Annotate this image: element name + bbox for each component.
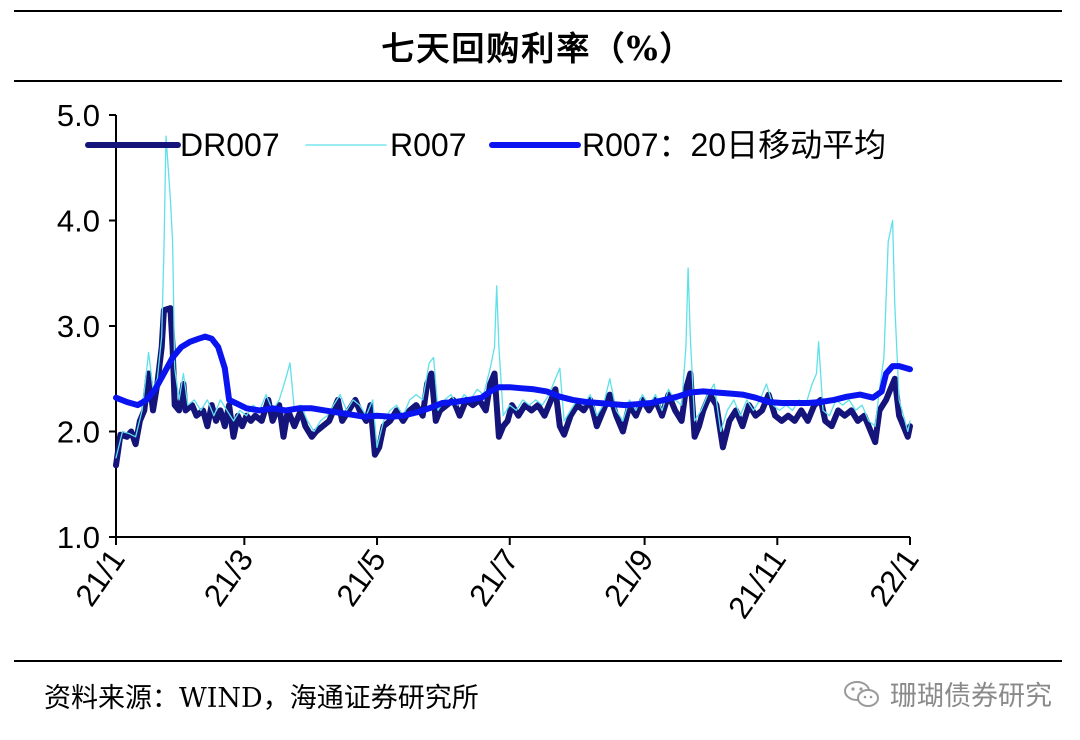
y-tick-label: 1.0 [57,520,100,555]
x-tick-label: 21/9 [597,543,660,613]
legend: DR007 R007 R007：20日移动平均 [85,127,886,163]
watermark-text: 珊瑚债券研究 [890,681,1052,712]
top-rule [14,10,1062,12]
dr007-line [113,305,913,469]
title-rule [14,80,1062,82]
bottom-rule [14,660,1062,662]
y-tick-label: 2.0 [57,415,100,450]
source-note: 资料来源：WIND，海通证券研究所 [44,683,479,714]
chart-title: 七天回购利率（%） [381,29,695,68]
x-tick-label: 21/5 [329,543,392,613]
chart-area: 5.04.03.02.01.021/1 21/3 21/5 21/7 21/9 21/11… [57,98,926,625]
x-tick-label: 21/3 [197,543,260,613]
plot-lines [113,135,913,469]
watermark: 珊瑚债券研究 [842,674,1052,713]
legend-dr007-label: DR007 [180,127,280,163]
y-tick-label: 4.0 [57,204,100,239]
y-tick-label: 3.0 [57,309,100,344]
legend-r007-label: R007 [390,127,467,163]
x-tick-label: 21/7 [462,543,525,613]
x-tick-label: 21/11 [721,543,793,625]
r007-ma20-line [113,333,913,420]
y-tick-label: 5.0 [57,98,100,133]
x-tick-label: 22/1 [862,543,925,613]
legend-r007-ma20-label: R007：20日移动平均 [582,127,886,163]
wechat-icon [844,680,879,707]
